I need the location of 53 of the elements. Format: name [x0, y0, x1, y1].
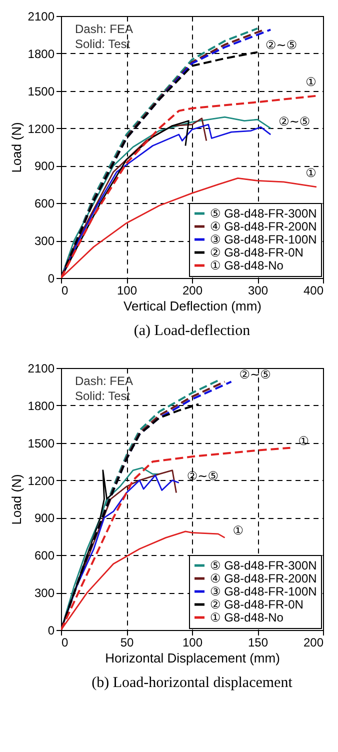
y-tick-label: 300 — [34, 234, 55, 248]
legend-label: ④ G8-d48-FR-200N — [210, 572, 317, 586]
y-tick-label: 2100 — [28, 362, 55, 376]
y-tick-label: 1200 — [28, 474, 55, 488]
text: (a) Load-deflection — [134, 323, 251, 339]
y-axis-title: Load (N) — [8, 474, 24, 525]
x-axis-title: Vertical Deflection (mm) — [124, 298, 262, 314]
y-tick-label: 1500 — [28, 84, 55, 98]
legend-label: ④ G8-d48-FR-200N — [210, 220, 317, 234]
y-tick-label: 1800 — [28, 398, 55, 413]
x-tick-label: 200 — [303, 636, 324, 650]
x-tick-label: 0 — [62, 284, 68, 298]
legend-label: ⑤ G8-d48-FR-300N — [210, 206, 317, 220]
x-tick-label: 100 — [182, 636, 203, 650]
legend-label: ③ G8-d48-FR-100N — [210, 232, 317, 246]
x-tick-label: 300 — [248, 284, 268, 298]
annotation: ① — [306, 74, 316, 89]
y-tick-label: 1500 — [28, 436, 55, 450]
annotation: ① — [232, 524, 244, 538]
annotation: ②~⑤ — [266, 38, 298, 52]
x-tick-label: 50 — [120, 636, 134, 650]
y-tick-label: 2100 — [28, 10, 55, 24]
y-tick-label: 0 — [48, 272, 55, 286]
y-tick-label: 600 — [34, 196, 55, 211]
y-axis-title: Load (N) — [8, 122, 24, 173]
annotation: Dash: FEA — [75, 374, 134, 388]
x-tick-label: 400 — [303, 284, 324, 298]
y-tick-label: 0 — [48, 624, 55, 638]
y-tick-label: 1800 — [28, 46, 55, 61]
annotation: Dash: FEA — [75, 22, 134, 36]
x-tick-label: 100 — [116, 284, 138, 298]
x-tick-label: 150 — [248, 636, 268, 650]
annotation: ②~⑤ — [186, 468, 218, 483]
legend-label: ② G8-d48-FR-0N — [210, 246, 304, 260]
y-tick-label: 1200 — [28, 122, 55, 136]
legend-label: ① G8-d48-No — [210, 258, 284, 272]
y-tick-label: 300 — [34, 586, 55, 600]
y-tick-label: 900 — [34, 159, 55, 174]
annotation: Solid: Test — [75, 389, 131, 403]
legend-label: ⑤ G8-d48-FR-300N — [210, 558, 317, 572]
annotation: ① — [306, 166, 316, 180]
x-axis-title: Horizontal Displacement (mm) — [105, 650, 280, 666]
y-tick-label: 600 — [34, 548, 55, 563]
annotation: Solid: Test — [75, 37, 131, 51]
legend-label: ② G8-d48-FR-0N — [210, 598, 304, 612]
x-tick-label: 200 — [182, 284, 203, 298]
text: (b) Load-horizontal displacement — [92, 675, 294, 691]
legend-label: ① G8-d48-No — [210, 610, 284, 624]
annotation: ②~⑤ — [239, 368, 271, 382]
y-tick-label: 900 — [34, 511, 55, 526]
legend-label: ③ G8-d48-FR-100N — [210, 584, 317, 598]
annotation: ②~⑤ — [278, 114, 310, 128]
x-tick-label: 0 — [62, 636, 68, 650]
